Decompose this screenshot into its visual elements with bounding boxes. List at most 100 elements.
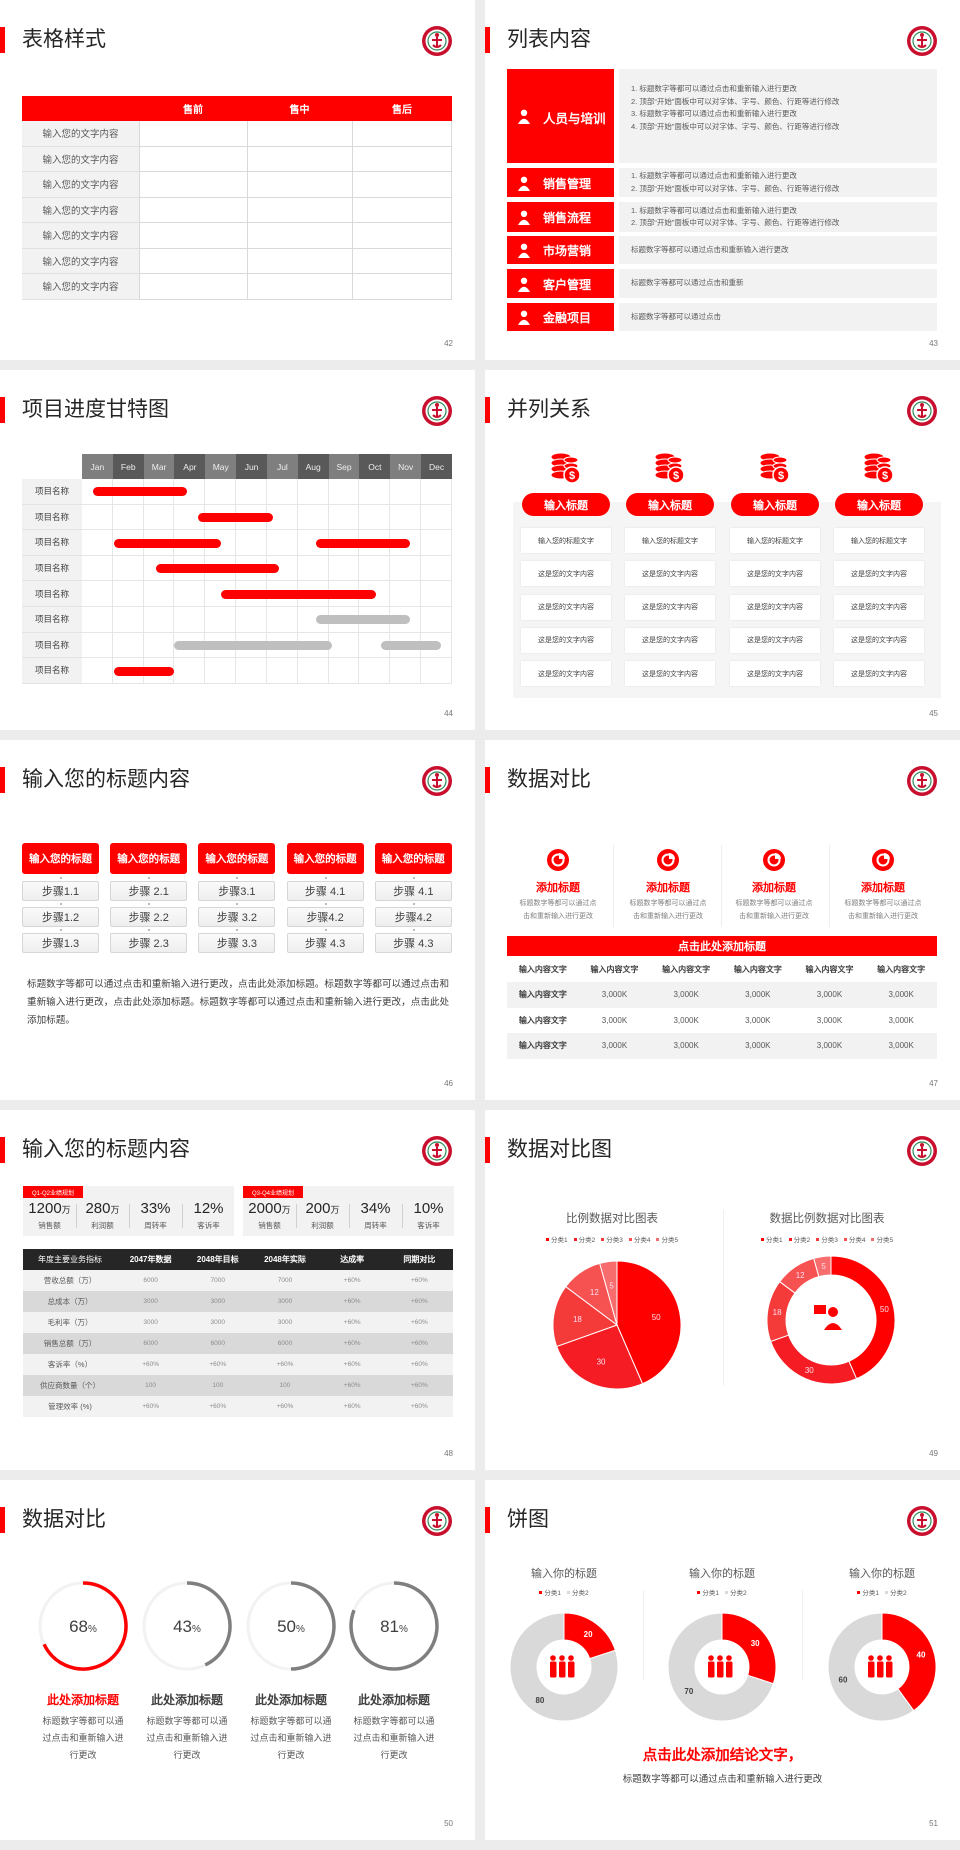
column-text-box[interactable]: 这是您的文字内容	[625, 561, 715, 587]
table-cell[interactable]	[352, 146, 452, 172]
hospital-logo	[421, 765, 453, 797]
legend-swatch	[628, 1237, 632, 1241]
gantt-grid-cell	[390, 530, 422, 556]
list-item[interactable]: 销售管理 1. 标题数字等都可以通过点击和重新输入进行更改 2. 顶部“开始”面板中…	[507, 168, 937, 197]
legend-swatch	[885, 1590, 888, 1594]
column-heading-pill[interactable]: 输入标题	[626, 493, 714, 516]
table-cell[interactable]	[247, 172, 352, 198]
column-heading-pill[interactable]: 输入标题	[731, 493, 819, 516]
list-item-text: 3. 标题数字等都可以通过点击和重新输入进行更改	[631, 109, 797, 118]
table-cell[interactable]	[247, 197, 352, 223]
table-cell[interactable]	[247, 121, 352, 147]
column-text-box[interactable]: 这是您的文字内容	[834, 594, 924, 620]
column-heading-pill[interactable]: 输入标题	[835, 493, 923, 516]
step-box[interactable]: 步骤1.3	[22, 933, 99, 953]
team-icon	[708, 1655, 733, 1678]
step-box[interactable]: 步骤 2.3	[110, 933, 188, 953]
column-text-box[interactable]: 这是您的文字内容	[730, 594, 820, 620]
column-text-box[interactable]: 这是您的文字内容	[834, 661, 924, 687]
column-text-box[interactable]: 这是您的文字内容	[521, 627, 611, 653]
column-text-box[interactable]: 这是您的文字内容	[834, 627, 924, 653]
column-text-box[interactable]: 这是您的文字内容	[834, 561, 924, 587]
step-box[interactable]: 步骤1.2	[22, 907, 99, 927]
gantt-bar[interactable]	[220, 589, 377, 599]
column-text-box[interactable]: 这是您的文字内容	[625, 594, 715, 620]
table-cell[interactable]	[139, 172, 247, 198]
table-cell[interactable]	[139, 146, 247, 172]
column-text-box[interactable]: 这是您的文字内容	[730, 561, 820, 587]
step-box[interactable]: 步骤4.2	[286, 907, 364, 927]
table-cell[interactable]	[247, 146, 352, 172]
column-text-box[interactable]: 这是您的文字内容	[730, 627, 820, 653]
step-box[interactable]: 步骤 2.2	[110, 907, 188, 927]
table-cell[interactable]	[352, 223, 452, 249]
column-text-box[interactable]: 这是您的文字内容	[521, 661, 611, 687]
table-banner[interactable]: 点击此处添加标题	[507, 936, 937, 956]
table-cell[interactable]	[352, 197, 452, 223]
column-text-box[interactable]: 这是您的文字内容	[521, 594, 611, 620]
row-label: 输入您的文字内容	[22, 274, 139, 300]
gantt-bar[interactable]	[155, 564, 280, 574]
column-text-box[interactable]: 这是您的文字内容	[730, 661, 820, 687]
column-text-box[interactable]: 这是您的文字内容	[625, 627, 715, 653]
column-text-box[interactable]: 输入您的标题文字	[834, 528, 924, 553]
table-cell[interactable]	[352, 172, 452, 198]
table-cell[interactable]	[352, 121, 452, 147]
column-text-box[interactable]: 输入您的标题文字	[625, 528, 715, 553]
person-body	[708, 1661, 715, 1678]
pie-slice	[770, 1334, 858, 1385]
gantt-bar[interactable]	[114, 538, 221, 548]
divider	[296, 1204, 297, 1228]
table-cell[interactable]	[352, 274, 452, 300]
gantt-bar[interactable]	[114, 666, 175, 676]
icon-body	[517, 185, 531, 191]
table-cell[interactable]	[139, 274, 247, 300]
gantt-bar[interactable]	[174, 640, 332, 650]
page-number: 47	[929, 1079, 938, 1088]
table-cell[interactable]	[139, 223, 247, 249]
feature-title: 添加标题	[536, 882, 580, 894]
step-box[interactable]: 步骤 4.1	[374, 881, 452, 901]
step-box[interactable]: 步骤 4.3	[374, 933, 452, 953]
gantt-bar[interactable]	[316, 615, 411, 625]
step-box[interactable]: 步骤4.2	[374, 907, 452, 927]
step-box[interactable]: 步骤 4.3	[286, 933, 364, 953]
kpi-label: 周转率	[364, 1221, 387, 1230]
table-cell[interactable]	[139, 121, 247, 147]
list-item[interactable]: 人员与培训 1. 标题数字等都可以通过点击和重新输入进行更改 2. 顶部“开始”面板…	[507, 69, 937, 163]
step-box[interactable]: 步骤 3.3	[198, 933, 276, 953]
table-cell[interactable]	[352, 248, 452, 274]
column-text-box[interactable]: 输入您的标题文字	[521, 528, 611, 553]
table-cell[interactable]	[247, 248, 352, 274]
table-cell[interactable]	[139, 248, 247, 274]
table-cell: 3,000K	[673, 990, 699, 1000]
list-item[interactable]: 客户管理 标题数字等都可以通过点击和重新	[507, 269, 937, 298]
step-box[interactable]: 步骤 3.2	[198, 907, 276, 927]
list-item[interactable]: 金融项目 标题数字等都可以通过点击	[507, 303, 937, 331]
table-cell: 6000	[143, 1340, 158, 1347]
table-cell[interactable]	[247, 223, 352, 249]
hospital-logo	[421, 1505, 453, 1537]
gantt-bar[interactable]	[316, 538, 411, 548]
list-item-text: 2. 顶部“开始”面板中可以对字体、字号、颜色、行距等进行修改	[631, 96, 840, 106]
table-cell[interactable]	[247, 274, 352, 300]
donut-slice	[509, 1612, 619, 1722]
column-text-box[interactable]: 输入您的标题文字	[730, 528, 820, 553]
step-box[interactable]: 步骤1.1	[22, 881, 99, 901]
step-box[interactable]: 步骤3.1	[198, 881, 276, 901]
step-box[interactable]: 步骤 4.1	[286, 881, 364, 901]
gantt-bar[interactable]	[92, 487, 187, 497]
gantt-bar[interactable]	[381, 640, 442, 650]
list-item[interactable]: 市场营销 标题数字等都可以通过点击和重新输入进行更改	[507, 236, 937, 264]
table-cell[interactable]	[139, 197, 247, 223]
legend-label: 分类5	[876, 1237, 894, 1244]
gantt-bar[interactable]	[197, 512, 274, 522]
column-heading-pill[interactable]: 输入标题	[522, 493, 610, 516]
pie-slice	[556, 1324, 644, 1390]
feature-desc: 标题数字等都可以通过点	[735, 900, 813, 907]
column-text-box[interactable]: 这是您的文字内容	[625, 661, 715, 687]
gantt-grid-cell	[82, 632, 113, 659]
step-box[interactable]: 步骤 2.1	[110, 881, 188, 901]
list-item[interactable]: 销售流程 1. 标题数字等都可以通过点击和重新输入进行更改 2. 顶部“开始”面板中…	[507, 202, 937, 232]
column-text-box[interactable]: 这是您的文字内容	[521, 561, 611, 587]
